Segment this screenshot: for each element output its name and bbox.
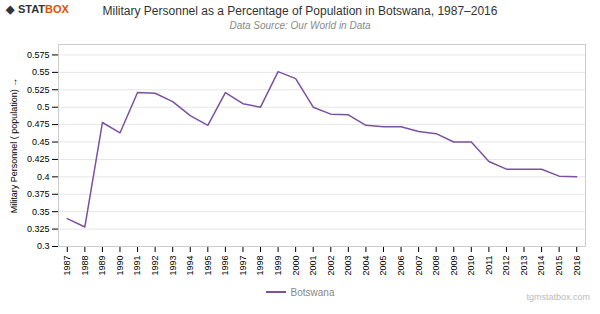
html-text:tgmstatbox.com: tgmstatbox.com xyxy=(526,292,590,302)
svg-text:2008: 2008 xyxy=(431,256,441,276)
svg-text:0.3: 0.3 xyxy=(37,241,50,251)
svg-text:0.45: 0.45 xyxy=(32,137,50,147)
svg-text:1998: 1998 xyxy=(255,256,265,276)
svg-text:0.525: 0.525 xyxy=(27,85,50,95)
svg-text:0.325: 0.325 xyxy=(27,224,50,234)
svg-text:1988: 1988 xyxy=(80,256,90,276)
html-text:Data Source: Our World in Data: Data Source: Our World in Data xyxy=(229,20,371,31)
svg-text:1994: 1994 xyxy=(185,256,195,276)
svg-text:0.5: 0.5 xyxy=(37,102,50,112)
svg-text:1992: 1992 xyxy=(150,256,160,276)
html-text:Botswana: Botswana xyxy=(290,286,335,298)
svg-text:2012: 2012 xyxy=(501,256,511,276)
svg-text:0.425: 0.425 xyxy=(27,154,50,164)
html-text:Military Personnel as a Percen: Military Personnel as a Percentage of Po… xyxy=(102,4,498,18)
svg-text:2004: 2004 xyxy=(361,256,371,276)
svg-text:2006: 2006 xyxy=(396,256,406,276)
svg-text:2011: 2011 xyxy=(484,256,494,275)
svg-text:1990: 1990 xyxy=(115,256,125,276)
svg-text:1997: 1997 xyxy=(238,256,248,276)
svg-text:1996: 1996 xyxy=(220,256,230,276)
svg-text:0.55: 0.55 xyxy=(32,67,50,77)
svg-text:2010: 2010 xyxy=(466,256,476,276)
svg-text:0.35: 0.35 xyxy=(32,207,50,217)
svg-text:2014: 2014 xyxy=(536,256,546,276)
svg-text:2016: 2016 xyxy=(572,256,582,276)
svg-text:2003: 2003 xyxy=(343,256,353,276)
svg-text:2001: 2001 xyxy=(308,256,318,276)
svg-text:1999: 1999 xyxy=(273,256,283,276)
svg-text:0.375: 0.375 xyxy=(27,189,50,199)
svg-text:0.4: 0.4 xyxy=(37,172,50,182)
svg-text:0.575: 0.575 xyxy=(27,50,50,60)
svg-text:Military Personnel ( populatio: Military Personnel ( population) → xyxy=(9,78,19,214)
svg-text:1993: 1993 xyxy=(168,256,178,276)
svg-text:2002: 2002 xyxy=(326,256,336,276)
svg-text:2013: 2013 xyxy=(519,256,529,276)
svg-text:2007: 2007 xyxy=(413,256,423,276)
svg-text:2005: 2005 xyxy=(378,256,388,276)
svg-text:1991: 1991 xyxy=(132,256,142,276)
svg-text:2015: 2015 xyxy=(554,256,564,276)
svg-text:1987: 1987 xyxy=(62,256,72,276)
svg-text:1995: 1995 xyxy=(203,256,213,276)
svg-text:2000: 2000 xyxy=(291,256,301,276)
svg-text:2009: 2009 xyxy=(449,256,459,276)
svg-text:0.475: 0.475 xyxy=(27,119,50,129)
html-text:◆ STAT BOX: ◆ STAT BOX xyxy=(6,3,69,15)
svg-text:1989: 1989 xyxy=(97,256,107,276)
